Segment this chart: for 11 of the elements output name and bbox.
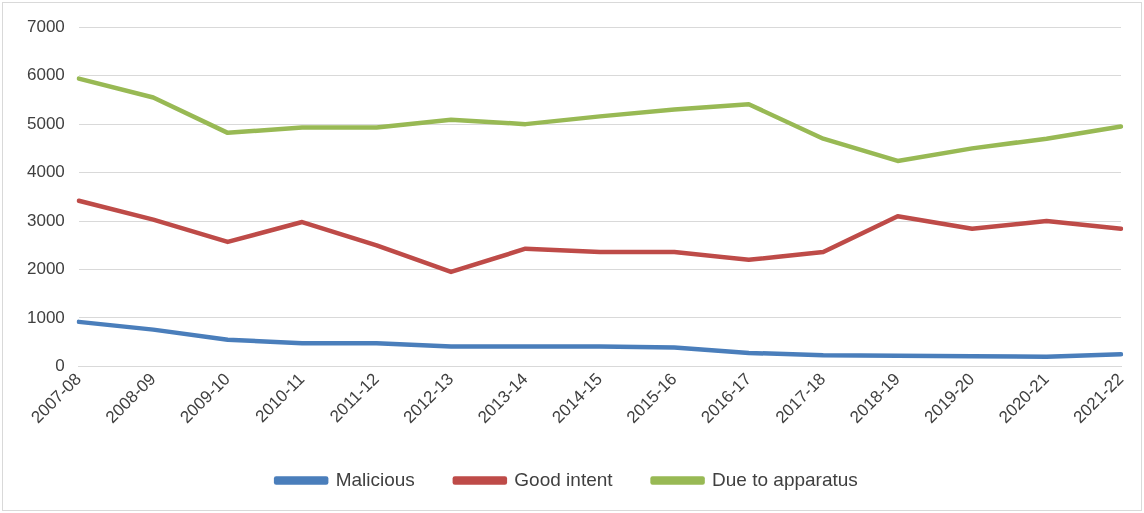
y-tick-label: 1000 (26, 307, 65, 327)
y-tick-label: 7000 (26, 16, 65, 36)
y-tick-label: 3000 (26, 210, 65, 230)
y-tick-label: 2000 (26, 259, 65, 279)
legend-label: Good intent (514, 468, 614, 490)
legend-label: Malicious (335, 468, 415, 490)
y-tick-label: 0 (55, 356, 65, 376)
legend-label: Due to apparatus (712, 468, 858, 490)
y-tick-label: 4000 (26, 162, 65, 182)
y-tick-label: 5000 (26, 113, 65, 133)
y-tick-label: 6000 (26, 65, 65, 85)
